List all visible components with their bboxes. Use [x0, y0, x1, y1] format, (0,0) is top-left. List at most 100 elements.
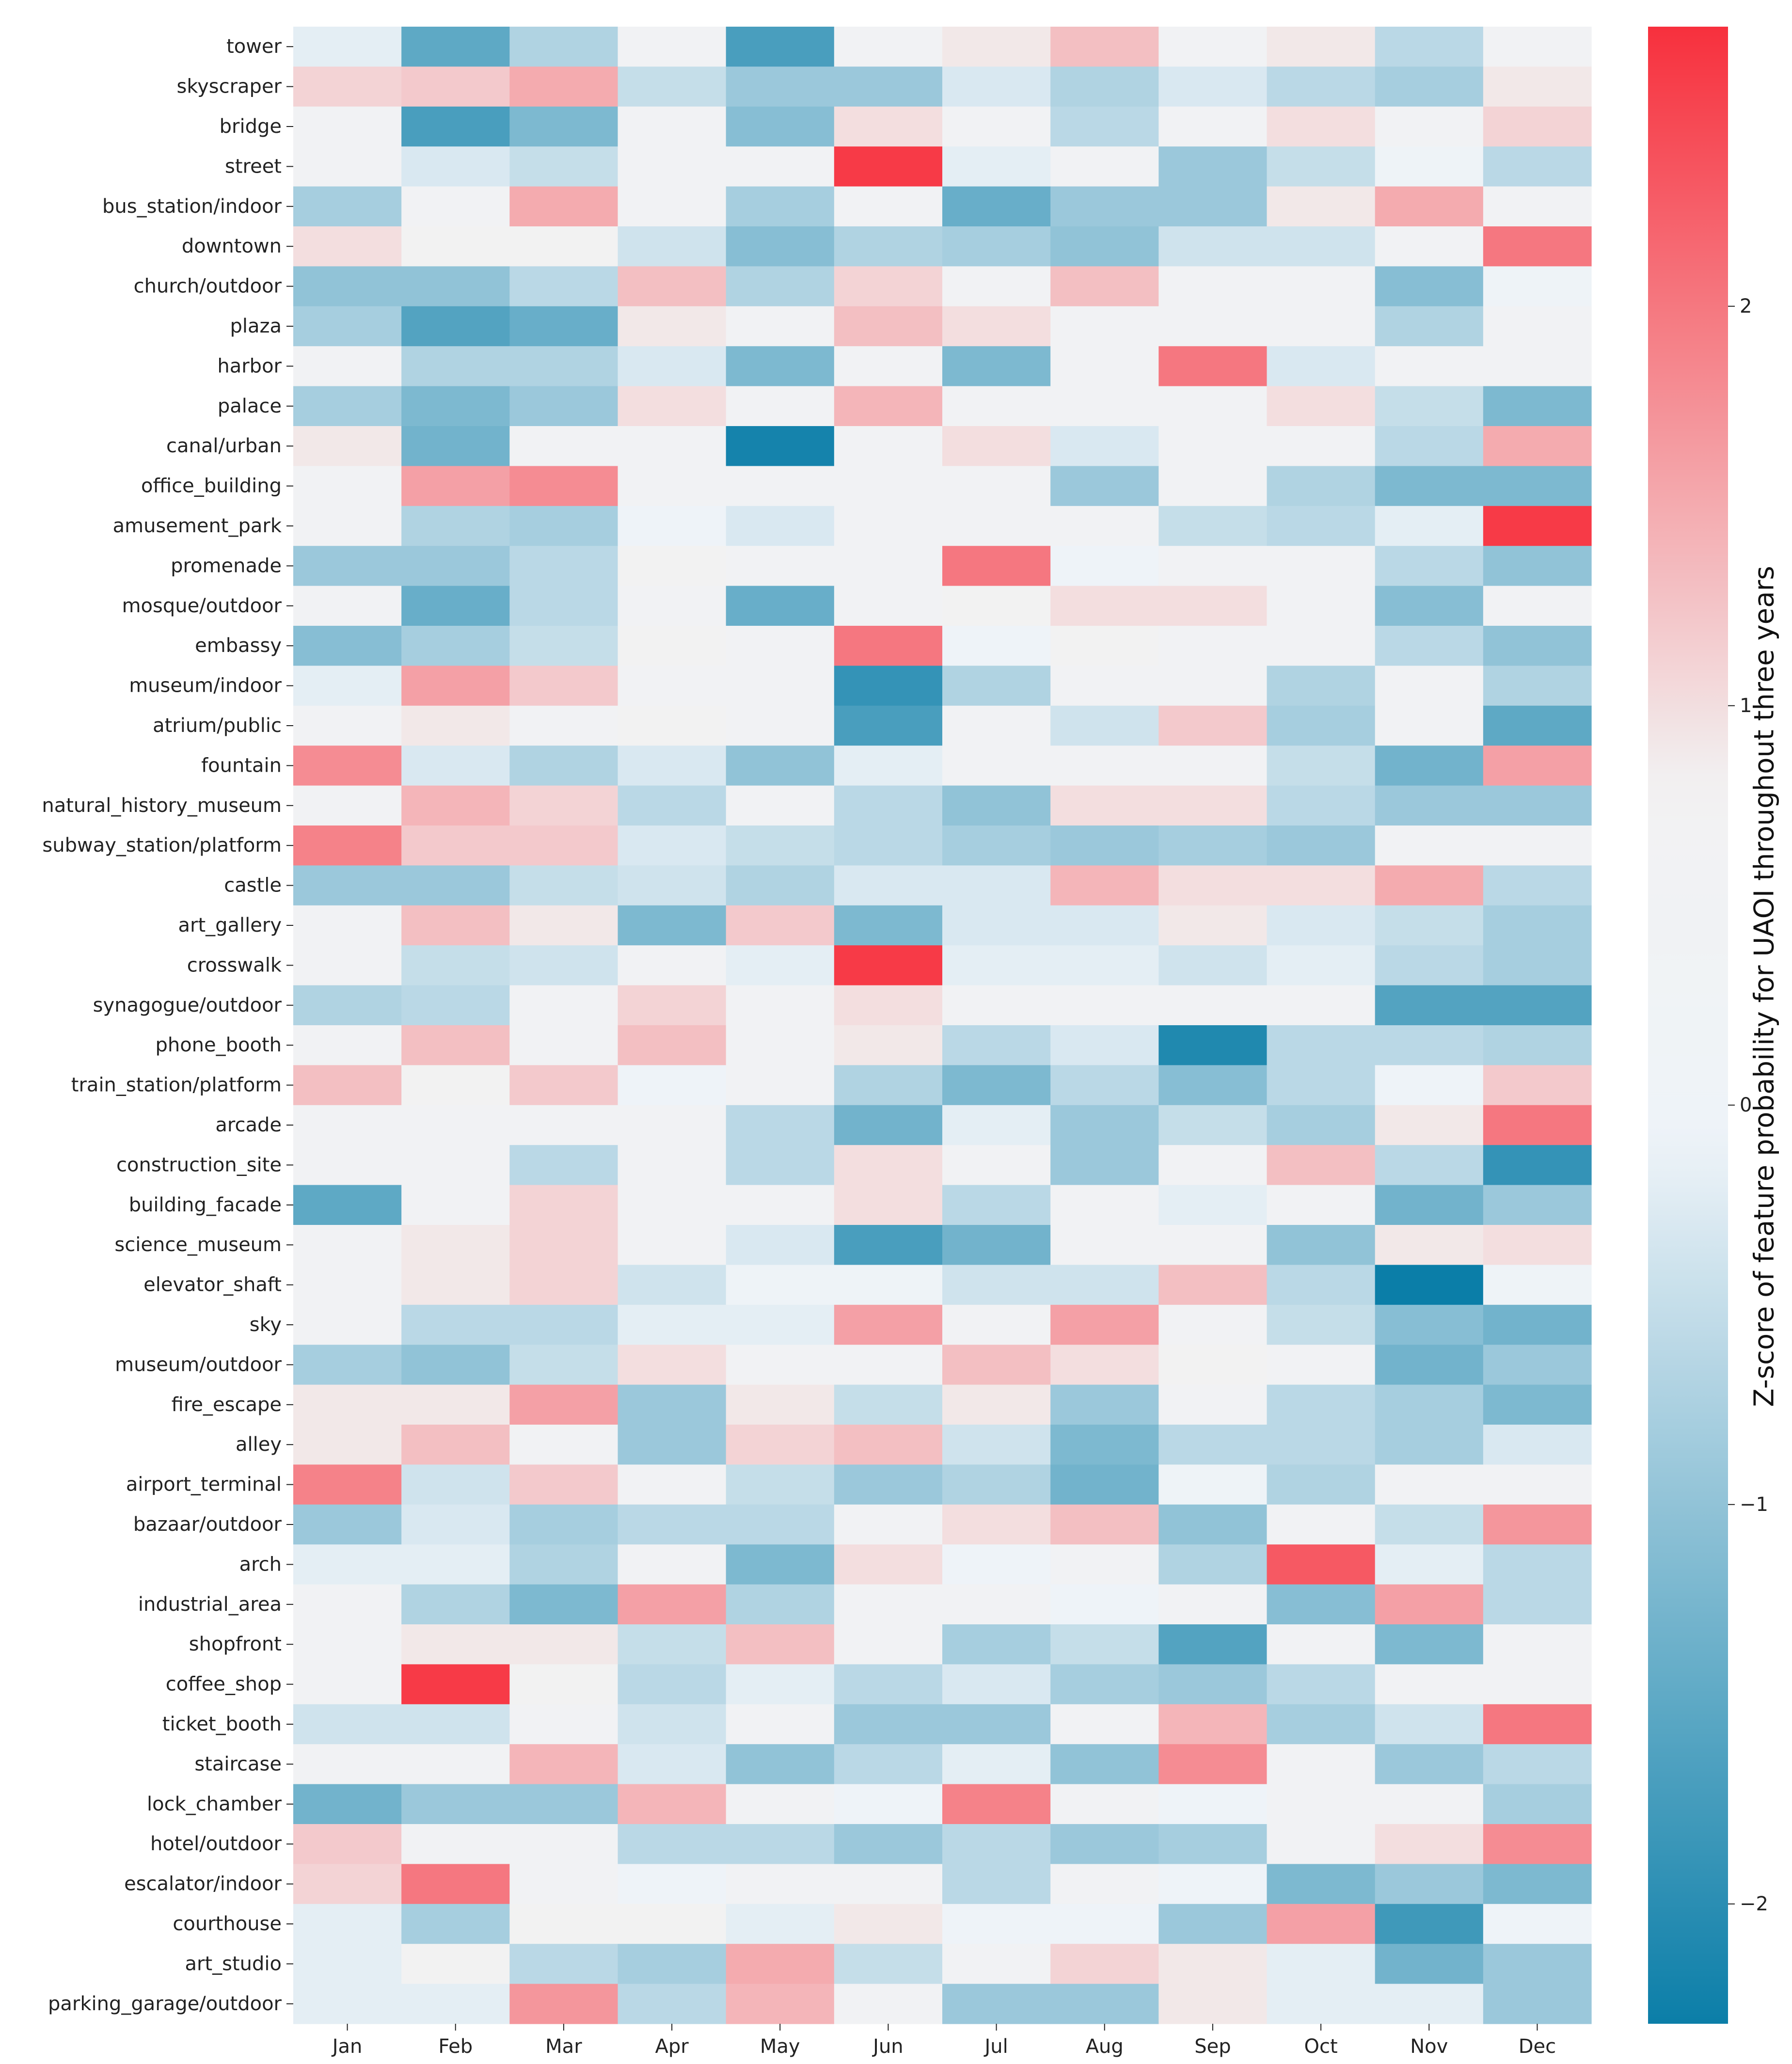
- heatmap-cell: [834, 1544, 943, 1585]
- heatmap-cell: [942, 1304, 1051, 1345]
- heatmap-cell: [942, 905, 1051, 946]
- heatmap-cell: [1267, 66, 1376, 107]
- heatmap-cell: [1050, 586, 1159, 626]
- heatmap-cell: [1050, 1265, 1159, 1305]
- column-label: Apr: [655, 2035, 689, 2058]
- colorbar-ticks: −2 −1 0 1 2: [1728, 295, 1768, 1915]
- heatmap-cell: [1483, 1265, 1592, 1305]
- heatmap-cell: [942, 1704, 1051, 1745]
- heatmap-cell: [1375, 1464, 1484, 1505]
- heatmap-cell: [834, 66, 943, 107]
- heatmap-cell: [726, 1345, 835, 1385]
- heatmap-cell: [1050, 1824, 1159, 1864]
- heatmap-cell: [726, 546, 835, 587]
- heatmap-cell: [1375, 826, 1484, 866]
- heatmap-cell: [1267, 666, 1376, 706]
- heatmap-cell: [1267, 27, 1376, 67]
- heatmap-cell: [618, 226, 727, 267]
- heatmap-cell: [1267, 546, 1376, 587]
- heatmap-cell: [1375, 1345, 1484, 1385]
- colorbar-tick-label: −2: [1740, 1893, 1768, 1915]
- heatmap-cell: [293, 1065, 402, 1106]
- heatmap-cell: [942, 1384, 1051, 1425]
- heatmap-cell: [293, 1304, 402, 1345]
- heatmap-cell: [942, 746, 1051, 786]
- heatmap-cell: [1267, 346, 1376, 387]
- heatmap-cell: [1483, 905, 1592, 946]
- heatmap-cell: [1375, 1304, 1484, 1345]
- heatmap-cell: [1267, 1584, 1376, 1625]
- heatmap-cell: [293, 826, 402, 866]
- heatmap-cell: [726, 346, 835, 387]
- heatmap-cell: [1483, 1864, 1592, 1905]
- heatmap-cell: [1483, 1704, 1592, 1745]
- row-label: palace: [218, 395, 282, 417]
- heatmap-cell: [618, 506, 727, 546]
- heatmap-cell: [509, 146, 618, 187]
- heatmap-cell: [1158, 785, 1268, 826]
- heatmap-cell: [726, 1624, 835, 1665]
- heatmap-cell: [726, 27, 835, 67]
- heatmap-cell: [293, 1345, 402, 1385]
- heatmap-cell: [834, 666, 943, 706]
- heatmap-cell: [618, 785, 727, 826]
- heatmap-cell: [293, 785, 402, 826]
- heatmap-cell: [618, 1984, 727, 2024]
- heatmap-cell: [1158, 1664, 1268, 1705]
- heatmap-cell: [1483, 66, 1592, 107]
- heatmap-cell: [1267, 1864, 1376, 1905]
- heatmap-cell: [509, 506, 618, 546]
- heatmap-cell: [1483, 1824, 1592, 1864]
- heatmap-cell: [942, 1425, 1051, 1465]
- heatmap-cell: [834, 186, 943, 227]
- heatmap-cell: [726, 1984, 835, 2024]
- heatmap-cell: [1267, 1025, 1376, 1065]
- row-label: museum/indoor: [129, 675, 282, 697]
- heatmap-cell: [618, 746, 727, 786]
- heatmap-cell: [1267, 785, 1376, 826]
- heatmap-cell: [1375, 785, 1484, 826]
- heatmap-cell: [726, 1185, 835, 1225]
- heatmap-cell: [401, 1025, 510, 1065]
- heatmap-cell: [293, 1425, 402, 1465]
- heatmap-cell: [618, 306, 727, 347]
- row-labels: tower skyscraper bridge street bus_station/i…: [42, 35, 293, 2015]
- heatmap-cell: [1375, 1624, 1484, 1665]
- heatmap-cell: [726, 1105, 835, 1145]
- column-label: Feb: [438, 2035, 473, 2058]
- heatmap-cell: [942, 546, 1051, 587]
- heatmap-cell: [618, 985, 727, 1026]
- heatmap-cell: [293, 905, 402, 946]
- heatmap-cell: [834, 266, 943, 307]
- heatmap-cell: [942, 1185, 1051, 1225]
- heatmap-cell: [618, 945, 727, 986]
- heatmap-cell: [834, 1704, 943, 1745]
- heatmap-cell: [401, 1704, 510, 1745]
- heatmap-cell: [618, 1704, 727, 1745]
- heatmap-cell: [726, 1904, 835, 1944]
- heatmap-cell: [618, 865, 727, 906]
- heatmap-cell: [509, 266, 618, 307]
- heatmap-cell: [1158, 1185, 1268, 1225]
- heatmap-cell: [401, 826, 510, 866]
- row-label: elevator_shaft: [143, 1274, 282, 1296]
- heatmap-cell: [293, 705, 402, 746]
- heatmap-cell: [1267, 705, 1376, 746]
- heatmap-cell: [1158, 1824, 1268, 1864]
- heatmap-cell: [942, 826, 1051, 866]
- heatmap-cell: [942, 66, 1051, 107]
- heatmap-cell: [1050, 506, 1159, 546]
- heatmap-cell: [942, 146, 1051, 187]
- heatmap-cell: [1267, 826, 1376, 866]
- heatmap-cell: [834, 1185, 943, 1225]
- heatmap-cell: [1158, 1704, 1268, 1745]
- heatmap-cell: [726, 306, 835, 347]
- heatmap-cell: [618, 426, 727, 466]
- heatmap-cell: [834, 985, 943, 1026]
- heatmap-cell: [1050, 386, 1159, 427]
- row-label: shopfront: [189, 1633, 282, 1655]
- heatmap-cell: [1267, 1145, 1376, 1186]
- heatmap-cell: [618, 1345, 727, 1385]
- heatmap-cell: [834, 1824, 943, 1864]
